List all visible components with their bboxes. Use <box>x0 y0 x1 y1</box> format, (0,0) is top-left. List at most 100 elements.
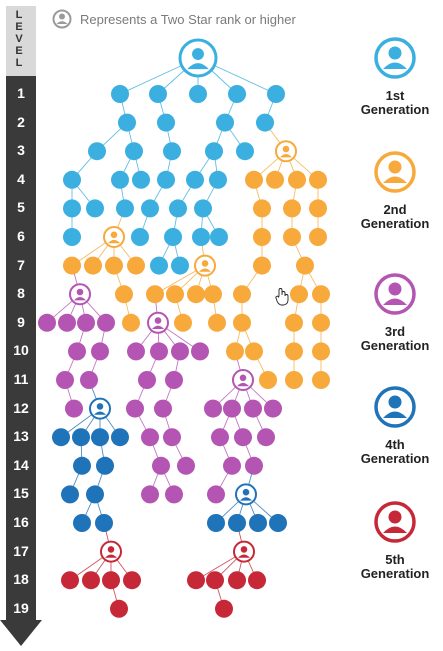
member-node <box>186 170 204 189</box>
member-node <box>163 428 181 447</box>
member-node <box>157 113 175 132</box>
generation-legend-item: 5th Generation <box>350 500 440 581</box>
member-node <box>228 571 246 590</box>
member-node <box>223 456 241 475</box>
two-star-member-node <box>103 226 125 248</box>
member-node <box>253 228 271 246</box>
member-node <box>141 199 159 218</box>
two-star-member-node <box>194 254 216 277</box>
member-node <box>111 170 129 189</box>
generation-person-icon <box>374 151 416 193</box>
level-label: 6 <box>17 228 25 244</box>
two-star-member-node <box>69 283 91 306</box>
generation-legend-item: 2nd Generation <box>350 150 440 231</box>
member-node <box>191 342 209 361</box>
member-node <box>204 285 222 304</box>
member-node <box>149 85 167 103</box>
member-node <box>312 342 330 361</box>
member-node <box>86 199 104 218</box>
member-node <box>141 485 159 504</box>
member-node <box>208 313 226 332</box>
member-node <box>288 170 306 189</box>
two-star-member-node <box>232 369 254 391</box>
generation-person-icon <box>374 501 416 543</box>
member-node <box>285 313 303 332</box>
member-node <box>233 285 251 304</box>
two-star-legend-text: Represents a Two Star rank or higher <box>80 11 296 27</box>
member-node <box>207 485 225 504</box>
member-node <box>56 371 74 389</box>
level-label: 1 <box>17 85 25 101</box>
generation-label: 2nd Generation <box>360 202 430 231</box>
member-node <box>110 599 128 618</box>
member-node <box>82 571 100 590</box>
member-node <box>86 485 104 504</box>
member-node <box>63 228 81 246</box>
member-node <box>72 428 90 447</box>
level-label: 9 <box>17 313 25 330</box>
member-node <box>245 456 263 475</box>
member-node <box>290 285 308 304</box>
level-label: 7 <box>17 256 25 273</box>
member-node <box>192 228 210 246</box>
member-node <box>150 342 168 361</box>
member-node <box>38 313 56 332</box>
member-node <box>283 199 301 218</box>
level-label: 18 <box>13 571 29 588</box>
member-node <box>228 85 246 103</box>
member-node <box>58 313 76 332</box>
member-node <box>171 342 189 361</box>
level-label: 17 <box>13 542 29 559</box>
member-node <box>115 285 133 304</box>
member-node <box>174 313 192 332</box>
level-label: 16 <box>13 514 29 530</box>
member-node <box>84 256 102 275</box>
two-star-member-node <box>178 38 218 78</box>
generation-label: 5th Generation <box>360 552 430 581</box>
member-node <box>267 85 285 103</box>
level-label: 4 <box>17 170 25 187</box>
member-node <box>309 170 327 189</box>
level-label: 14 <box>13 456 29 473</box>
hand-cursor-icon <box>275 288 289 306</box>
member-node <box>209 170 227 189</box>
level-label: 3 <box>17 142 25 159</box>
member-node <box>312 313 330 332</box>
member-node <box>127 342 145 361</box>
two-star-member-node <box>275 140 297 163</box>
member-node <box>207 514 225 532</box>
member-node <box>285 371 303 389</box>
member-node <box>105 256 123 275</box>
two-star-member-node <box>89 397 111 420</box>
member-node <box>123 571 141 590</box>
member-node <box>80 371 98 389</box>
member-node <box>157 170 175 189</box>
two-star-member-node <box>147 311 169 334</box>
member-node <box>61 571 79 590</box>
member-node <box>171 256 189 275</box>
generation-person-icon <box>374 386 416 428</box>
member-node <box>187 285 205 304</box>
member-node <box>116 199 134 218</box>
level-label: 12 <box>13 399 29 416</box>
generation-label: 3rd Generation <box>360 324 430 353</box>
member-node <box>131 228 149 246</box>
member-node <box>65 399 83 418</box>
member-node <box>245 170 263 189</box>
member-node <box>223 399 241 418</box>
member-node <box>73 456 91 475</box>
level-label: 5 <box>17 199 25 216</box>
two-star-legend: Represents a Two Star rank or higher <box>52 9 296 29</box>
two-star-member-node <box>100 540 122 563</box>
member-node <box>233 313 251 332</box>
member-node <box>138 371 156 389</box>
member-node <box>259 371 277 389</box>
member-node <box>244 399 262 418</box>
member-node <box>312 371 330 389</box>
member-node <box>205 142 223 161</box>
level-label: 8 <box>17 285 25 302</box>
member-node <box>285 342 303 361</box>
member-node <box>96 456 114 475</box>
member-node <box>296 256 314 275</box>
member-node <box>63 256 81 275</box>
